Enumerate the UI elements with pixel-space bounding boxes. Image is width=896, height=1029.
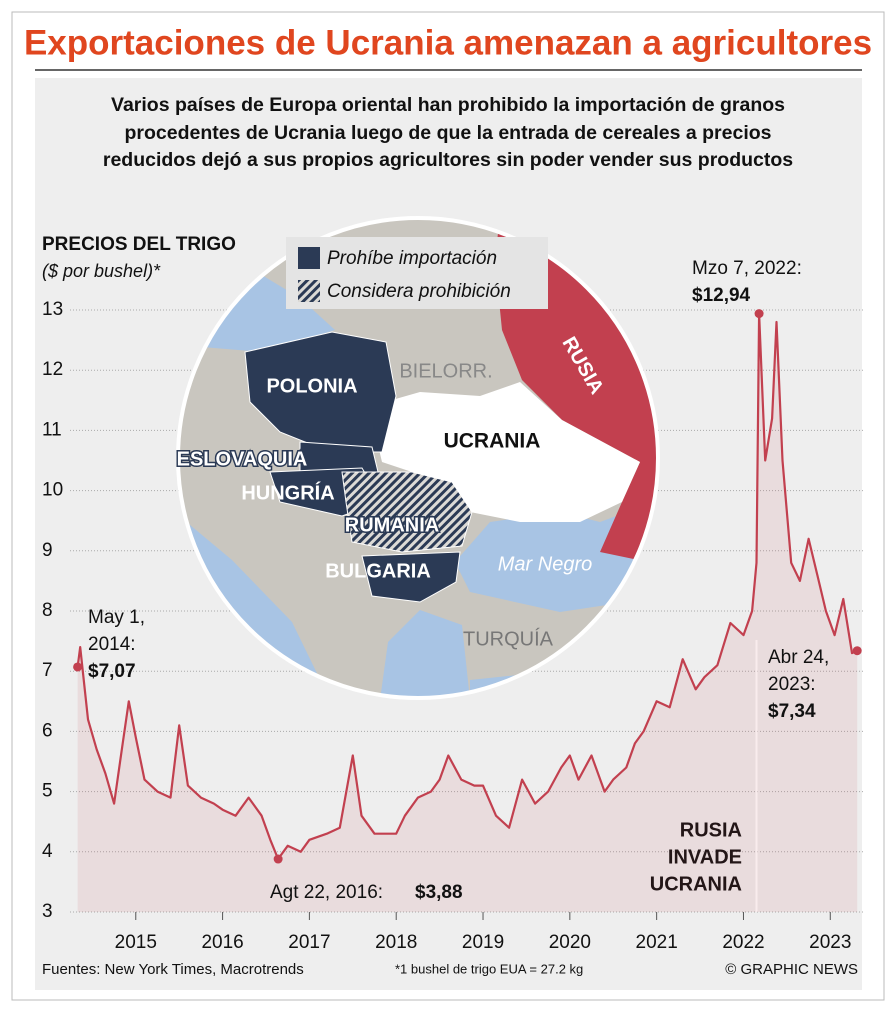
annotation-label: May 1, (88, 607, 145, 628)
sea (455, 500, 658, 612)
subtitle: Varios países de Europa oriental han pro… (111, 94, 785, 116)
annotation-label: 2014: (88, 634, 136, 655)
legend-swatch (298, 247, 320, 269)
annotation-value: $12,94 (692, 285, 751, 306)
highlight-point (273, 854, 283, 864)
bulgaria (361, 551, 461, 603)
event-label: RUSIA (680, 819, 742, 841)
map-label: Mar Negro (498, 553, 592, 575)
x-tick-label: 2018 (375, 932, 417, 953)
annotation-value: $7,07 (88, 661, 136, 682)
annotation-label: Agt 22, 2016: (270, 882, 383, 903)
y-tick-label: 8 (42, 600, 53, 621)
plot: PRECIOS DEL TRIGO ($ por bushel)* 3 4 5 6 7 8 9 1… (42, 234, 865, 953)
line (76, 312, 858, 861)
source: Fuentes: New York Times, Macrotrends (42, 961, 304, 978)
x-tick-label: 2017 (288, 932, 330, 953)
map-label: TURQUÍA (463, 627, 554, 650)
legend-label: Considera prohibición (327, 281, 511, 302)
subtitle: reducidos dejó a sus propios agricultore… (103, 149, 793, 171)
map-label: ESLOVAQUIA (177, 448, 308, 470)
y-tick-label: 11 (42, 419, 62, 440)
sea (380, 610, 470, 698)
legend-swatch (298, 280, 320, 302)
y-tick-label: 10 (42, 480, 63, 501)
map-label: RUMANIA (345, 514, 439, 536)
x-tick-label: 2022 (722, 932, 764, 953)
annotation-label: 2023: (768, 674, 816, 695)
x-tick-label: 2015 (115, 932, 157, 953)
y-tick-label: 7 (42, 660, 53, 681)
y-tick-label: 9 (42, 540, 53, 561)
ukraine (372, 382, 640, 522)
poland (244, 331, 397, 453)
highlight-point (754, 309, 764, 319)
note: *1 bushel de trigo EUA = 27.2 kg (395, 961, 583, 976)
y-tick-label: 13 (42, 299, 63, 320)
map-label: BULGARIA (325, 560, 431, 582)
credit: © GRAPHIC NEWS (725, 961, 858, 978)
y-tick-label: 3 (42, 901, 53, 922)
axis-title: PRECIOS DEL TRIGO (42, 234, 236, 255)
map-label: BIELORR. (399, 360, 492, 382)
event-label: UCRANIA (650, 873, 742, 895)
highlight-point (852, 646, 862, 656)
area-fill (77, 313, 858, 913)
x-tick-label: 2020 (549, 932, 591, 953)
x-tick-label: 2023 (809, 932, 851, 953)
y-tick-label: 5 (42, 781, 53, 802)
annotation-label: Abr 24, (768, 647, 829, 668)
annotation-value: $3,88 (415, 882, 463, 903)
title: Exportaciones de Ucrania amenazan a agri… (24, 23, 872, 62)
romania (341, 471, 473, 553)
x-tick-label: 2019 (462, 932, 504, 953)
highlight-point (73, 662, 83, 672)
map-label: HUNGRÍA (241, 481, 334, 504)
annotation-value: $7,34 (768, 701, 816, 722)
x-tick-label: 2021 (636, 932, 678, 953)
map-legend (286, 237, 548, 309)
map-label: POLONIA (266, 375, 357, 397)
subtitle: procedentes de Ucrania luego de que la e… (124, 122, 771, 144)
map-label: UCRANIA (444, 430, 541, 453)
annotation-label: Mzo 7, 2022: (692, 258, 802, 279)
legend-label: Prohíbe importación (327, 248, 497, 269)
y-tick-label: 12 (42, 359, 63, 380)
slovakia (299, 441, 379, 473)
event-label: INVADE (668, 846, 742, 868)
y-tick-label: 6 (42, 720, 53, 741)
frame (11, 11, 885, 1001)
x-tick-label: 2016 (201, 932, 243, 953)
y-tick-label: 4 (42, 841, 53, 862)
map-border (176, 216, 660, 700)
axis-unit: ($ por bushel)* (42, 261, 161, 281)
